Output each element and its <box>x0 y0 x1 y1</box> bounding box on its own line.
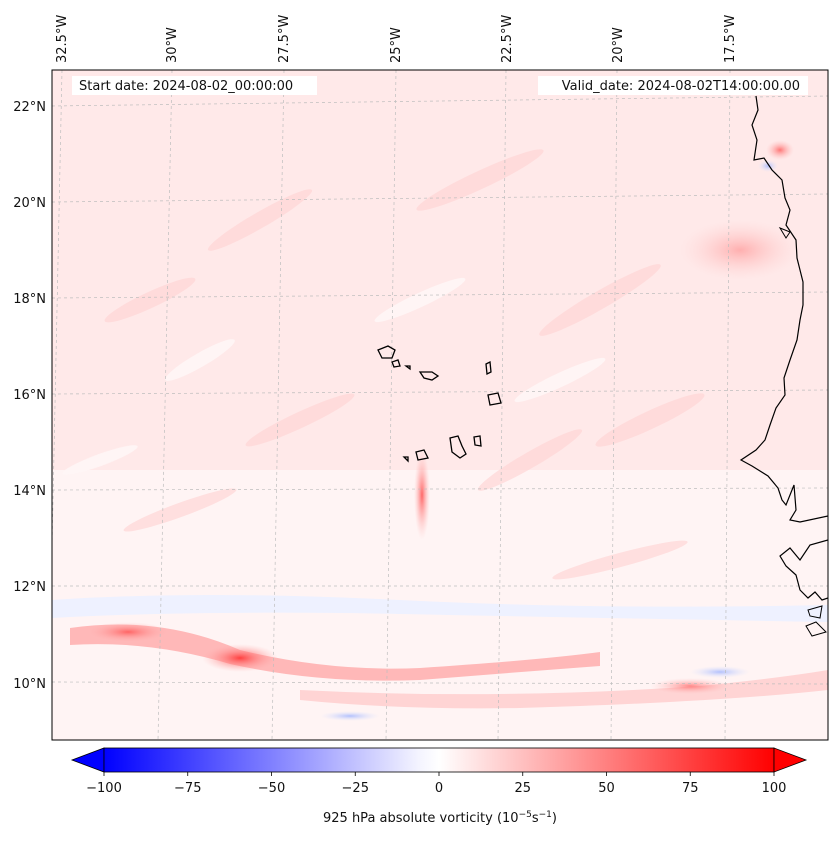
vorticity-streak <box>414 450 430 540</box>
start-date-box <box>72 76 317 95</box>
lat-label: 16°N <box>13 388 46 403</box>
bijagos-islands <box>805 605 827 637</box>
colorbar-tick-label: 0 <box>435 781 443 796</box>
lon-label: 17.5°W <box>723 15 738 63</box>
santa-luzia-island <box>404 365 411 371</box>
lon-label: 20°W <box>611 27 626 63</box>
colorbar-extend-min <box>70 747 105 773</box>
lat-label: 18°N <box>13 292 46 307</box>
colorbar-tick-labels: −100 −75 −50 −25 0 25 50 75 100 <box>86 781 786 796</box>
banc-arguin-island <box>778 226 791 239</box>
map-frame <box>51 69 829 741</box>
colorbar-tick-label: −100 <box>86 781 122 796</box>
lon-label: 30°W <box>165 27 180 63</box>
vorticity-min <box>320 711 380 721</box>
fogo-island <box>415 449 429 461</box>
brava-island <box>402 456 409 463</box>
colorbar-tick-label: −50 <box>258 781 285 796</box>
colorbar-tick-label: 25 <box>514 781 531 796</box>
lon-label: 32.5°W <box>55 15 70 63</box>
latitude-labels: 22°N 20°N 18°N 16°N 14°N 12°N 10°N <box>13 100 46 692</box>
colorbar-tick-label: −25 <box>342 781 369 796</box>
map-panel: Start date: 2024-08-02_00:00:00 Valid_da… <box>52 70 828 740</box>
vorticity-texture <box>104 149 705 580</box>
boa-vista-island <box>487 392 502 406</box>
valid-date-label: Valid_date: 2024-08-02T14:00:00.00 <box>562 79 800 94</box>
santiago-island <box>449 435 467 459</box>
lat-label: 10°N <box>13 677 46 692</box>
vorticity-spot <box>88 622 168 642</box>
vorticity-max <box>202 644 278 672</box>
lon-label: 25°W <box>389 27 404 63</box>
colorbar-tick-label: 100 <box>762 781 787 796</box>
negative-band <box>52 595 828 622</box>
longitude-labels: 32.5°W 30°W 27.5°W 25°W 22.5°W 20°W 17.5… <box>55 15 738 63</box>
guinea-bissau-coastline <box>779 539 828 601</box>
start-date-label: Start date: 2024-08-02_00:00:00 <box>79 79 293 94</box>
lon-label: 27.5°W <box>277 15 292 63</box>
colorbar-tick-label: 75 <box>682 781 699 796</box>
vorticity-spot <box>766 140 794 160</box>
vorticity-min <box>690 666 750 678</box>
lat-label: 22°N <box>13 100 46 115</box>
lat-label: 12°N <box>13 580 46 595</box>
colorbar-tick-label: 50 <box>598 781 615 796</box>
africa-coastline <box>739 95 828 523</box>
colorbar-tick-label: −75 <box>174 781 201 796</box>
colorbar-ticks <box>103 772 775 776</box>
colorbar-extend-max <box>773 747 808 773</box>
positive-band-west <box>70 624 600 681</box>
maio-island <box>473 435 482 447</box>
gridlines <box>52 70 828 740</box>
lat-label: 20°N <box>13 196 46 211</box>
vorticity-texture-light <box>62 277 606 475</box>
sao-vicente-island <box>391 359 401 368</box>
vorticity-spot <box>680 220 800 280</box>
santo-antao-island <box>377 345 396 359</box>
colorbar: −100 −75 −50 −25 0 25 50 75 100 925 hPa absolute… <box>70 747 808 826</box>
lon-label: 22.5°W <box>500 15 515 63</box>
lat-label: 14°N <box>13 484 46 499</box>
vorticity-spot <box>650 678 730 694</box>
valid-date-box <box>538 76 808 95</box>
cape-verde-islands <box>377 345 502 463</box>
vorticity-min <box>758 160 778 172</box>
colorbar-gradient <box>103 747 775 773</box>
positive-band-east <box>300 670 828 709</box>
sao-nicolau-island <box>418 371 440 381</box>
sal-island <box>485 360 492 376</box>
colorbar-label: 925 hPa absolute vorticity (10−5s−1) <box>323 810 557 826</box>
